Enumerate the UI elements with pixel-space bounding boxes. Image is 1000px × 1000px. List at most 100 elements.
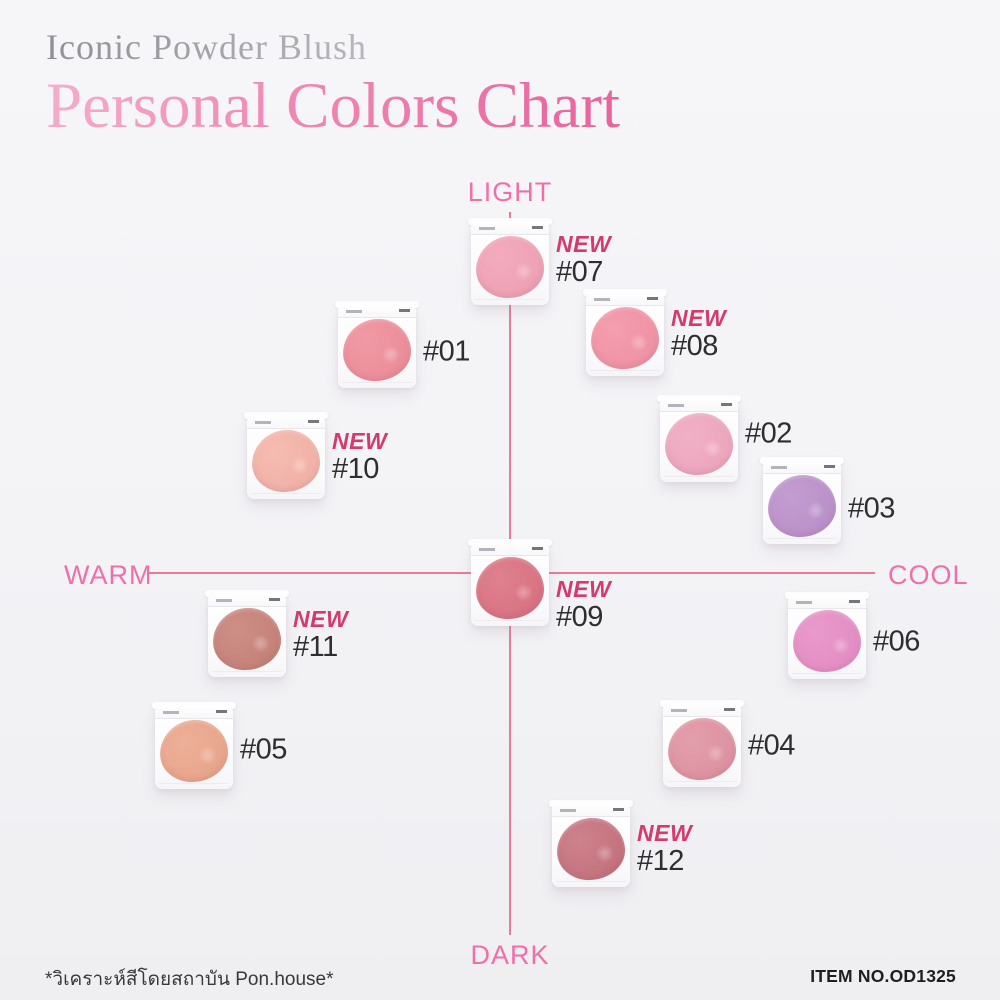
product-item: #01 <box>335 301 470 388</box>
blush-pan-swatch <box>474 555 546 621</box>
compact-lid-strip <box>788 595 866 609</box>
compact-lid-strip <box>338 304 416 318</box>
header: Iconic Powder Blush Personal Colors Char… <box>46 27 621 142</box>
compact-lid-strip <box>552 803 630 817</box>
footer-analysis-note: *วิเคราะห์สีโดยสถาบัน Pon.house* <box>45 969 334 990</box>
shade-number: #09 <box>556 601 603 633</box>
blush-compact <box>468 218 552 305</box>
blush-pan-swatch <box>663 411 735 477</box>
product-item: NEW #08 <box>583 289 726 376</box>
new-badge: NEW <box>293 606 349 632</box>
blush-pan-swatch <box>791 608 863 674</box>
product-label: NEW #10 <box>332 430 387 484</box>
shade-number: #06 <box>873 625 920 658</box>
pan-highlight <box>158 718 230 784</box>
shade-number: #08 <box>671 330 718 362</box>
compact-lid-strip <box>586 292 664 306</box>
blush-pan-swatch <box>211 606 283 672</box>
product-label: #06 <box>873 625 920 658</box>
product-label: NEW #07 <box>556 233 611 287</box>
product-item: #05 <box>152 702 287 789</box>
blush-compact <box>335 301 419 388</box>
page-title: Personal Colors Chart <box>46 69 621 142</box>
pan-highlight <box>211 606 283 672</box>
shade-number: #03 <box>848 492 895 525</box>
item-number: ITEM NO.OD1325 <box>810 966 956 986</box>
pan-highlight <box>341 317 413 383</box>
product-item: NEW #09 <box>468 539 611 632</box>
new-badge: NEW <box>556 576 612 602</box>
blush-pan-swatch <box>555 816 627 882</box>
blush-compact <box>660 700 744 787</box>
compact-lid-strip <box>471 221 549 235</box>
shade-number: #02 <box>745 417 792 450</box>
product-line-subtitle: Iconic Powder Blush <box>46 27 620 68</box>
product-item: NEW #11 <box>205 590 348 677</box>
shade-number: #10 <box>332 453 379 485</box>
blush-pan-swatch <box>766 473 838 539</box>
axis-label-cool: COOL <box>888 560 969 590</box>
product-item: NEW #07 <box>468 218 611 305</box>
pan-highlight <box>666 716 738 782</box>
shade-number: #05 <box>240 733 287 766</box>
new-badge: NEW <box>556 231 612 257</box>
blush-pan-swatch <box>250 428 322 494</box>
axis-label-dark: DARK <box>470 940 550 970</box>
blush-compact <box>785 592 869 679</box>
product-label: #05 <box>240 733 287 766</box>
blush-pan-swatch <box>589 305 661 371</box>
pan-highlight <box>474 234 546 300</box>
blush-compact <box>583 289 667 376</box>
product-item: #04 <box>660 700 795 787</box>
blush-pan-swatch <box>341 317 413 383</box>
blush-pan-swatch <box>474 234 546 300</box>
blush-compact <box>549 800 633 887</box>
compact-lid-strip <box>155 705 233 719</box>
compact-lid-strip <box>763 460 841 474</box>
pan-highlight <box>474 555 546 621</box>
shade-number: #07 <box>556 256 603 288</box>
compact-lid-strip <box>208 593 286 607</box>
shade-number: #04 <box>748 729 795 762</box>
blush-pan-swatch <box>666 716 738 782</box>
compact-lid-strip <box>247 415 325 429</box>
product-item: #02 <box>657 395 792 482</box>
compact-lid-strip <box>663 703 741 717</box>
blush-compact <box>205 590 289 677</box>
blush-compact <box>152 702 236 789</box>
pan-highlight <box>791 608 863 674</box>
compact-lid-strip <box>660 398 738 412</box>
pan-highlight <box>663 411 735 477</box>
product-label: #03 <box>848 492 895 525</box>
product-item: NEW #10 <box>244 412 387 499</box>
product-item: #06 <box>785 592 920 679</box>
pan-highlight <box>250 428 322 494</box>
product-item: #03 <box>760 457 895 544</box>
axis-label-light: LIGHT <box>467 177 553 207</box>
shade-number: #11 <box>293 631 338 663</box>
pan-highlight <box>555 816 627 882</box>
blush-compact <box>657 395 741 482</box>
blush-pan-swatch <box>158 718 230 784</box>
blush-compact <box>760 457 844 544</box>
blush-compact <box>468 539 552 626</box>
product-label: NEW #08 <box>671 307 726 361</box>
blush-compact <box>244 412 328 499</box>
product-label: #02 <box>745 417 792 450</box>
compact-lid-strip <box>471 542 549 556</box>
pan-highlight <box>766 473 838 539</box>
new-badge: NEW <box>637 820 693 846</box>
pan-highlight <box>589 305 661 371</box>
shade-number: #12 <box>637 845 684 877</box>
new-badge: NEW <box>332 428 388 454</box>
product-label: #01 <box>423 335 470 368</box>
new-badge: NEW <box>671 305 727 331</box>
shade-number: #01 <box>423 335 470 368</box>
product-label: NEW #11 <box>293 608 348 662</box>
axis-label-warm: WARM <box>64 560 153 590</box>
product-label: #04 <box>748 729 795 762</box>
product-label: NEW #12 <box>637 822 692 876</box>
product-label: NEW #09 <box>556 578 611 632</box>
